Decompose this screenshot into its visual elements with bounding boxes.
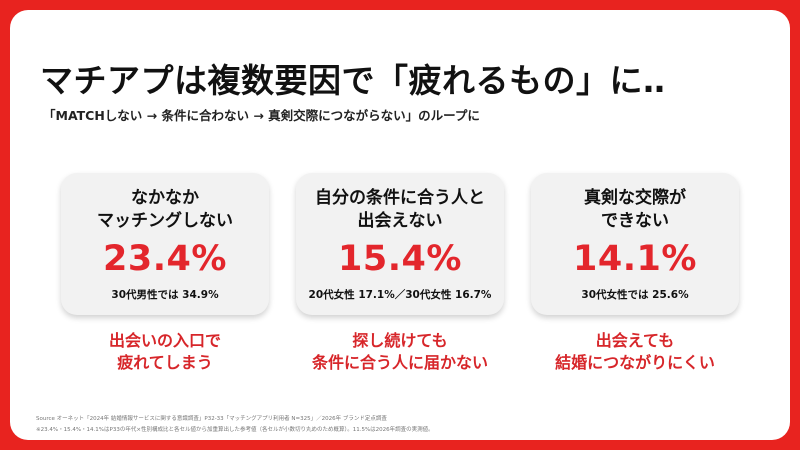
card-caption-matching: 出会いの入口で 疲れてしまう [61,330,269,374]
card-title: 真剣な交際が できない [531,187,739,233]
stat-card-matching: なかなか マッチングしない 23.4% 30代男性では 34.9% [61,173,269,315]
stat-card-relationship: 真剣な交際が できない 14.1% 30代女性では 25.6% [531,173,739,315]
stat-card-conditions: 自分の条件に合う人と 出会えない 15.4% 20代女性 17.1%／30代女性… [296,173,504,315]
caption-line: 疲れてしまう [117,353,213,372]
card-title-line: 自分の条件に合う人と [315,188,485,208]
card-caption-conditions: 探し続けても 条件に合う人に届かない [296,330,504,374]
card-note: 30代女性では 25.6% [581,289,689,301]
card-value: 15.4% [338,239,462,279]
caption-line: 出会えても [595,331,675,350]
slide: マチアプは複数要因で「疲れるもの」に‥ 「MATCHしない → 条件に合わない … [10,10,790,440]
slide-title: マチアプは複数要因で「疲れるもの」に‥ [40,61,666,100]
card-note: 20代女性 17.1%／30代女性 16.7% [308,289,492,301]
card-title: なかなか マッチングしない [61,187,269,233]
card-title-line: 出会えない [357,211,443,231]
card-value: 14.1% [573,239,697,279]
card-title: 自分の条件に合う人と 出会えない [296,187,504,233]
slide-subtitle: 「MATCHしない → 条件に合わない → 真剣交際につながらない」のループに [43,108,480,123]
card-title-line: マッチングしない [97,211,233,231]
card-value: 23.4% [103,239,227,279]
caption-line: 条件に合う人に届かない [311,353,488,372]
card-caption-relationship: 出会えても 結婚につながりにくい [531,330,739,374]
card-note: 30代男性では 34.9% [111,289,219,301]
footer-source: Source オーネット「2024年 結婚情報サービスに関する意識調査」P32-… [36,416,387,422]
caption-line: 探し続けても [352,331,448,350]
caption-line: 出会いの入口で [108,331,221,350]
card-title-line: なかなか [131,188,199,208]
footer-note: ※23.4%・15.4%・14.1%はP33の年代×性別構成比と各セル値から加重… [36,427,434,433]
card-title-line: 真剣な交際が [584,188,686,208]
card-title-line: できない [601,211,669,231]
caption-line: 結婚につながりにくい [555,353,715,372]
